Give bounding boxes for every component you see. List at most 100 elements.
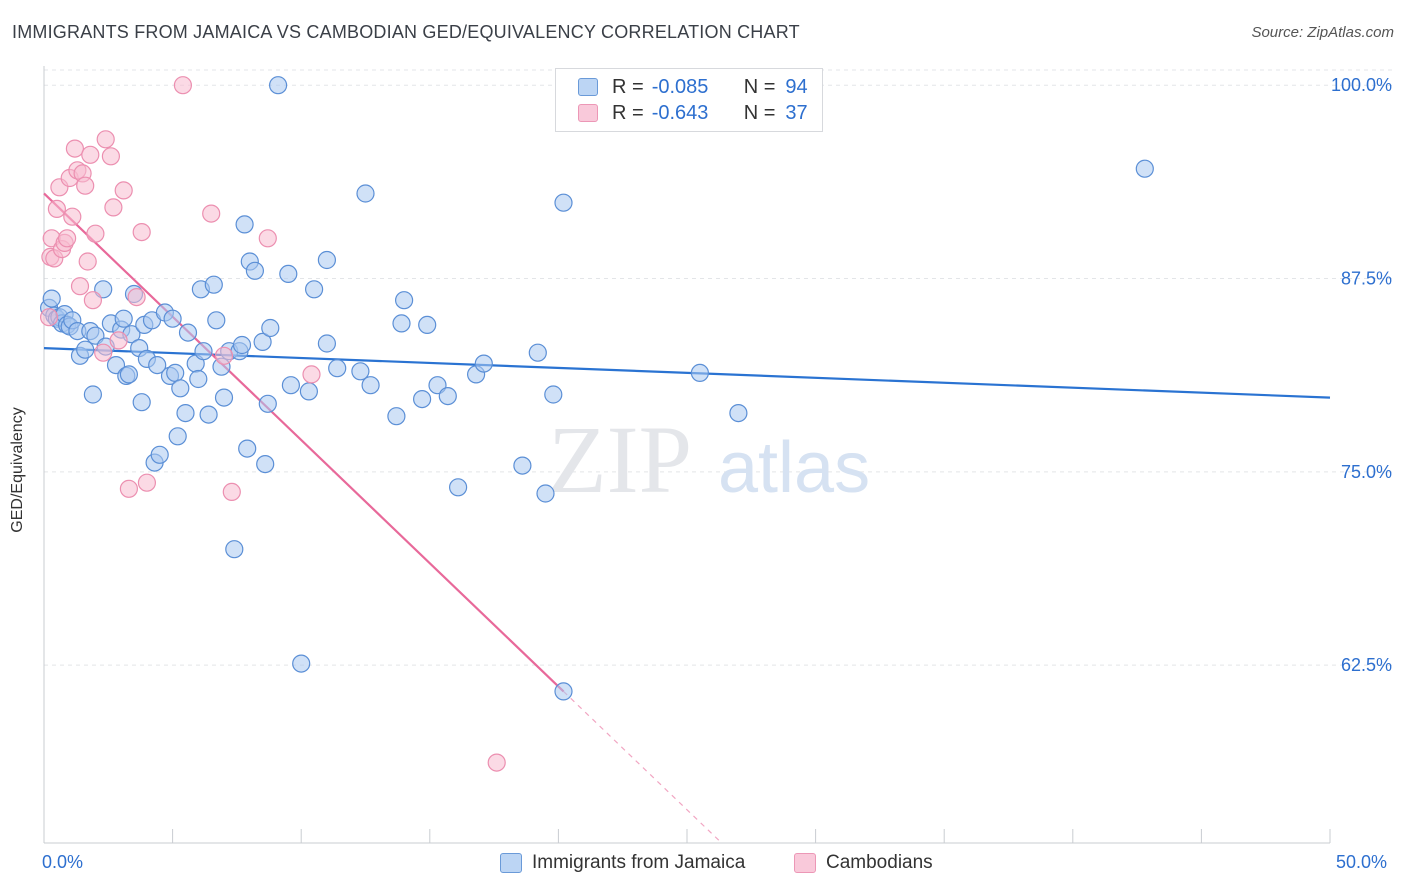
cambodian-point bbox=[109, 331, 128, 350]
cambodian-point bbox=[487, 753, 506, 772]
cambodian-point bbox=[127, 288, 146, 307]
jamaica-point bbox=[269, 76, 288, 95]
x-tick-min: 0.0% bbox=[42, 852, 84, 872]
cambodian-point bbox=[104, 198, 123, 217]
jamaica-point bbox=[729, 404, 748, 423]
cambodian-point bbox=[57, 229, 77, 248]
jamaica-point bbox=[235, 215, 254, 234]
cambodian-point bbox=[302, 365, 321, 384]
jamaica-point bbox=[395, 291, 414, 310]
watermark-atlas: atlas bbox=[718, 428, 870, 508]
jamaica-point bbox=[253, 332, 272, 351]
legend-row-cambodians: R = -0.643 N = 37 bbox=[578, 101, 808, 125]
jamaica-point bbox=[76, 340, 95, 359]
y-tick-label: 75.0% bbox=[1341, 462, 1392, 482]
jamaica-point bbox=[176, 404, 195, 423]
jamaica-point bbox=[225, 540, 244, 559]
jamaica-point bbox=[194, 342, 213, 361]
jamaica-point bbox=[119, 365, 138, 384]
jamaica-point bbox=[554, 682, 573, 701]
jamaica-point bbox=[392, 314, 411, 333]
jamaica-point bbox=[258, 394, 277, 413]
legend-label-jamaica: Immigrants from Jamaica bbox=[532, 852, 746, 873]
jamaica-point bbox=[245, 261, 264, 280]
cambodian-point bbox=[39, 308, 59, 327]
series-legend: Immigrants from Jamaica Cambodians bbox=[0, 852, 1406, 876]
cambodian-point bbox=[173, 76, 192, 95]
jamaica-point bbox=[42, 289, 61, 308]
jamaica-point bbox=[305, 280, 324, 299]
n-value: 94 bbox=[785, 75, 808, 98]
watermark-zip: ZIP bbox=[548, 406, 692, 513]
jamaica-point bbox=[178, 323, 198, 342]
x-tick-max: 50.0% bbox=[1336, 852, 1388, 872]
jamaica-point bbox=[356, 184, 375, 203]
jamaica-point bbox=[317, 334, 336, 353]
legend-label-cambodians: Cambodians bbox=[826, 852, 933, 873]
jamaica-point bbox=[261, 318, 280, 338]
jamaica-point bbox=[279, 264, 298, 283]
jamaica-point bbox=[281, 376, 300, 395]
jamaica-point bbox=[418, 315, 437, 334]
cambodian-point bbox=[202, 204, 221, 223]
jamaica-point bbox=[554, 193, 573, 212]
jamaica-point bbox=[1135, 159, 1154, 178]
jamaica-point bbox=[449, 478, 468, 497]
cambodian-point bbox=[83, 291, 103, 310]
jamaica-point bbox=[238, 439, 257, 458]
legend-item-jamaica: Immigrants from Jamaica bbox=[500, 852, 745, 874]
jamaica-point bbox=[361, 376, 380, 395]
cambodian-point bbox=[94, 343, 113, 362]
cambodian-point bbox=[63, 207, 82, 226]
jamaica-point bbox=[83, 385, 103, 404]
gridlines bbox=[44, 69, 1392, 666]
jamaica-point bbox=[387, 407, 406, 426]
jamaica-point bbox=[132, 393, 151, 412]
jamaica-point bbox=[292, 654, 311, 673]
y-tick-labels: 62.5% 75.0% 87.5% 100.0% bbox=[1331, 75, 1392, 675]
y-tick-label: 87.5% bbox=[1341, 269, 1392, 289]
jamaica-point bbox=[114, 309, 133, 328]
trendline-cambodians-extension bbox=[563, 691, 723, 844]
r-value: -0.643 bbox=[651, 101, 709, 124]
correlation-legend: R = -0.085 N = 94 R = -0.643 N = 37 bbox=[555, 68, 823, 132]
jamaica-point bbox=[171, 379, 190, 398]
cambodian-point bbox=[86, 224, 105, 243]
jamaica-point bbox=[214, 388, 234, 407]
cambodian-point bbox=[114, 181, 133, 200]
jamaica-point bbox=[166, 363, 185, 382]
jamaica-point bbox=[168, 427, 187, 446]
n-label: N = bbox=[743, 75, 776, 98]
jamaica-point bbox=[528, 343, 547, 362]
cambodian-point bbox=[214, 346, 234, 365]
cambodian-point bbox=[258, 229, 277, 248]
swatch-blue bbox=[500, 853, 522, 873]
cambodian-point bbox=[101, 147, 121, 166]
jamaica-point bbox=[351, 362, 370, 381]
legend-item-cambodians: Cambodians bbox=[794, 852, 933, 874]
trendlines bbox=[43, 192, 1331, 844]
r-value: -0.085 bbox=[651, 75, 709, 98]
jamaica-point bbox=[150, 445, 169, 464]
jamaica-point bbox=[204, 275, 223, 294]
cambodian-point bbox=[47, 199, 67, 218]
data-points bbox=[39, 76, 1154, 772]
cambodian-point bbox=[65, 139, 85, 158]
r-label: R = bbox=[612, 75, 644, 98]
jamaica-point bbox=[544, 385, 563, 404]
jamaica-point bbox=[536, 484, 555, 503]
jamaica-point bbox=[690, 363, 710, 382]
jamaica-point bbox=[513, 456, 532, 475]
cambodian-point bbox=[78, 252, 97, 271]
swatch-blue bbox=[578, 78, 598, 96]
jamaica-point bbox=[163, 309, 182, 328]
cambodian-point bbox=[96, 130, 115, 149]
cambodian-point bbox=[222, 482, 241, 501]
swatch-pink bbox=[578, 104, 598, 122]
jamaica-point bbox=[148, 356, 167, 375]
jamaica-point bbox=[207, 311, 226, 330]
jamaica-point bbox=[256, 455, 275, 474]
legend-row-jamaica: R = -0.085 N = 94 bbox=[578, 75, 808, 99]
y-tick-label: 62.5% bbox=[1341, 655, 1392, 675]
